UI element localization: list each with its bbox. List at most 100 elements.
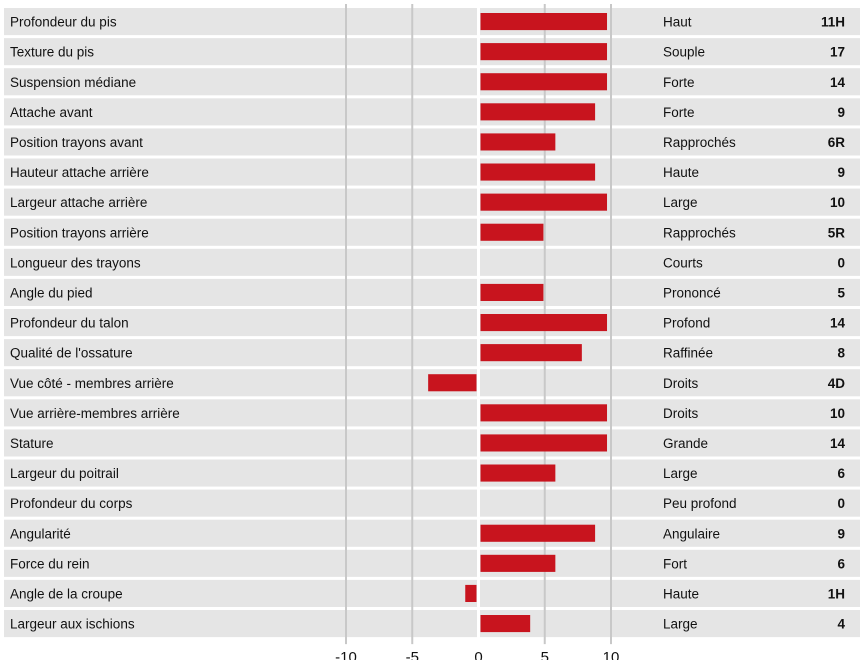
description-label: Raffinée <box>663 346 713 361</box>
score-label: 9 <box>837 105 845 120</box>
row-stripe <box>4 309 860 337</box>
trait-label: Largeur du poitrail <box>10 466 119 481</box>
description-label: Large <box>663 617 698 632</box>
trait-label: Largeur attache arrière <box>10 195 147 210</box>
trait-label: Angle du pied <box>10 285 93 300</box>
row-stripe <box>4 610 860 638</box>
row-stripe <box>4 519 860 547</box>
bar <box>480 554 556 572</box>
x-tick-label: 0 <box>474 649 482 660</box>
bar <box>480 615 531 633</box>
trait-label: Hauteur attache arrière <box>10 165 149 180</box>
bar <box>480 13 608 31</box>
bar <box>480 133 556 151</box>
row-stripe <box>4 68 860 96</box>
description-label: Haute <box>663 586 699 601</box>
description-label: Haut <box>663 15 692 30</box>
trait-label: Vue arrière-membres arrière <box>10 406 180 421</box>
x-tick-label: -5 <box>406 649 419 660</box>
bar <box>480 314 608 332</box>
description-label: Fort <box>663 556 687 571</box>
score-label: 0 <box>837 496 845 511</box>
score-label: 10 <box>830 195 845 210</box>
description-label: Forte <box>663 75 695 90</box>
score-label: 9 <box>837 165 845 180</box>
description-label: Haute <box>663 165 699 180</box>
score-label: 6 <box>837 556 845 571</box>
x-axis-ticks: -10 -5 0 5 10 <box>335 649 619 660</box>
row-stripe <box>4 489 860 517</box>
score-label: 11H <box>821 15 845 30</box>
trait-label: Suspension médiane <box>10 75 136 90</box>
row-stripe <box>4 98 860 126</box>
bar <box>480 223 544 241</box>
trait-label: Profondeur du pis <box>10 15 117 30</box>
bar <box>480 524 596 542</box>
row-stripe <box>4 248 860 276</box>
trait-label: Profondeur du talon <box>10 316 129 331</box>
bar <box>428 374 477 392</box>
score-label: 14 <box>830 316 846 331</box>
trait-label: Force du rein <box>10 556 90 571</box>
bar <box>480 464 556 482</box>
description-label: Droits <box>663 406 699 421</box>
bars <box>428 13 608 633</box>
score-label: 0 <box>837 255 845 270</box>
score-label: 6 <box>837 466 845 481</box>
x-tick-label: 5 <box>541 649 549 660</box>
row-stripe <box>4 218 860 246</box>
row-stripe <box>4 579 860 607</box>
score-label: 9 <box>837 526 845 541</box>
score-label: 6R <box>828 135 846 150</box>
trait-label: Stature <box>10 436 54 451</box>
trait-label: Angle de la croupe <box>10 586 123 601</box>
row-labels: Profondeur du pis Haut 11H Texture du pis So… <box>10 15 845 632</box>
row-stripe <box>4 339 860 367</box>
bar <box>480 283 544 301</box>
row-stripe <box>4 399 860 427</box>
row-stripe <box>4 188 860 216</box>
row-stripe <box>4 429 860 457</box>
row-stripe <box>4 459 860 487</box>
row-stripe <box>4 278 860 306</box>
x-tick-label: 10 <box>603 649 620 660</box>
description-label: Droits <box>663 376 699 391</box>
row-stripe <box>4 128 860 156</box>
description-label: Forte <box>663 105 695 120</box>
bar <box>480 73 608 91</box>
description-label: Souple <box>663 45 705 60</box>
row-stripe <box>4 38 860 66</box>
score-label: 14 <box>830 75 846 90</box>
trait-label: Attache avant <box>10 105 93 120</box>
trait-label: Qualité de l'ossature <box>10 346 133 361</box>
score-label: 4D <box>828 376 846 391</box>
row-stripe <box>4 158 860 186</box>
row-stripes <box>4 8 860 638</box>
row-stripe <box>4 549 860 577</box>
bar <box>480 193 608 211</box>
bar <box>465 584 477 602</box>
trait-label: Position trayons arrière <box>10 225 149 240</box>
description-label: Courts <box>663 255 703 270</box>
row-stripe <box>4 8 860 36</box>
trait-label: Longueur des trayons <box>10 255 141 270</box>
description-label: Prononcé <box>663 285 721 300</box>
trait-label: Vue côté - membres arrière <box>10 376 174 391</box>
bar <box>480 103 596 121</box>
description-label: Large <box>663 195 698 210</box>
description-label: Large <box>663 466 698 481</box>
description-label: Angulaire <box>663 526 720 541</box>
description-label: Rapprochés <box>663 225 736 240</box>
score-label: 10 <box>830 406 845 421</box>
score-label: 5R <box>828 225 846 240</box>
x-tick-label: -10 <box>335 649 357 660</box>
description-label: Peu profond <box>663 496 737 511</box>
description-label: Grande <box>663 436 708 451</box>
trait-label: Profondeur du corps <box>10 496 133 511</box>
trait-label: Largeur aux ischions <box>10 617 135 632</box>
score-label: 4 <box>837 617 845 632</box>
bar <box>480 434 608 452</box>
score-label: 5 <box>837 285 845 300</box>
bar <box>480 163 596 181</box>
